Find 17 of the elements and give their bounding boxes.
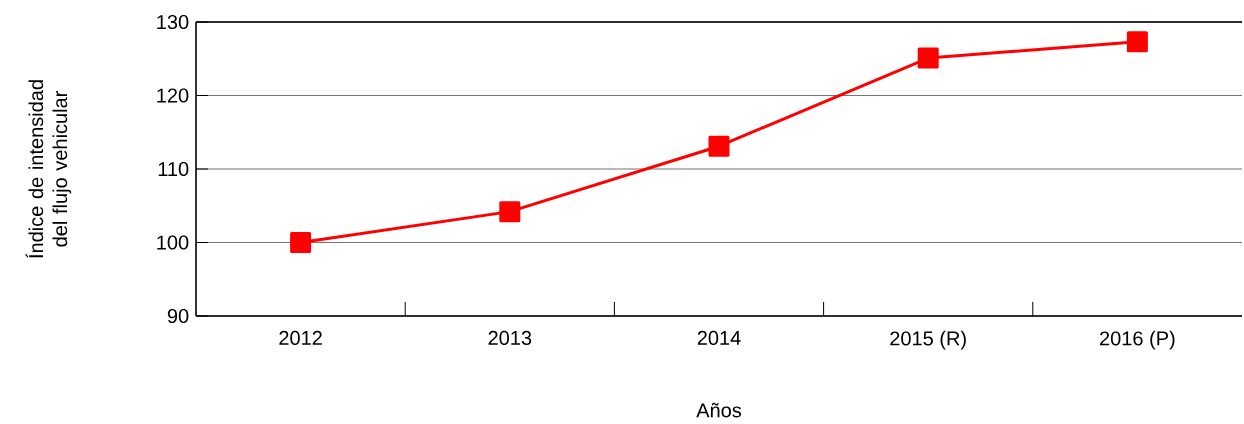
- y-tick-label: 90: [167, 308, 189, 324]
- y-tick-label: 100: [157, 235, 189, 250]
- point: [1126, 31, 1148, 53]
- y-tick-label: 130: [157, 14, 189, 30]
- point: [499, 201, 521, 223]
- point: [917, 47, 939, 69]
- x-tick-label: 2014: [697, 330, 741, 345]
- x-tick-label: 2016 (P): [1100, 330, 1175, 350]
- x-tick-label: 2012: [279, 330, 322, 345]
- x-tick-label: 2015 (R): [890, 330, 966, 350]
- y-tick-label: 110: [158, 161, 189, 177]
- x-tick-label: 2013: [488, 330, 532, 345]
- point: [290, 231, 312, 253]
- point: [708, 135, 730, 157]
- x-axis-title: Años: [696, 402, 742, 418]
- y-tick-label: 120: [157, 88, 189, 103]
- y-axis-title: Índice de intensidad del flujo vehicular: [25, 80, 72, 258]
